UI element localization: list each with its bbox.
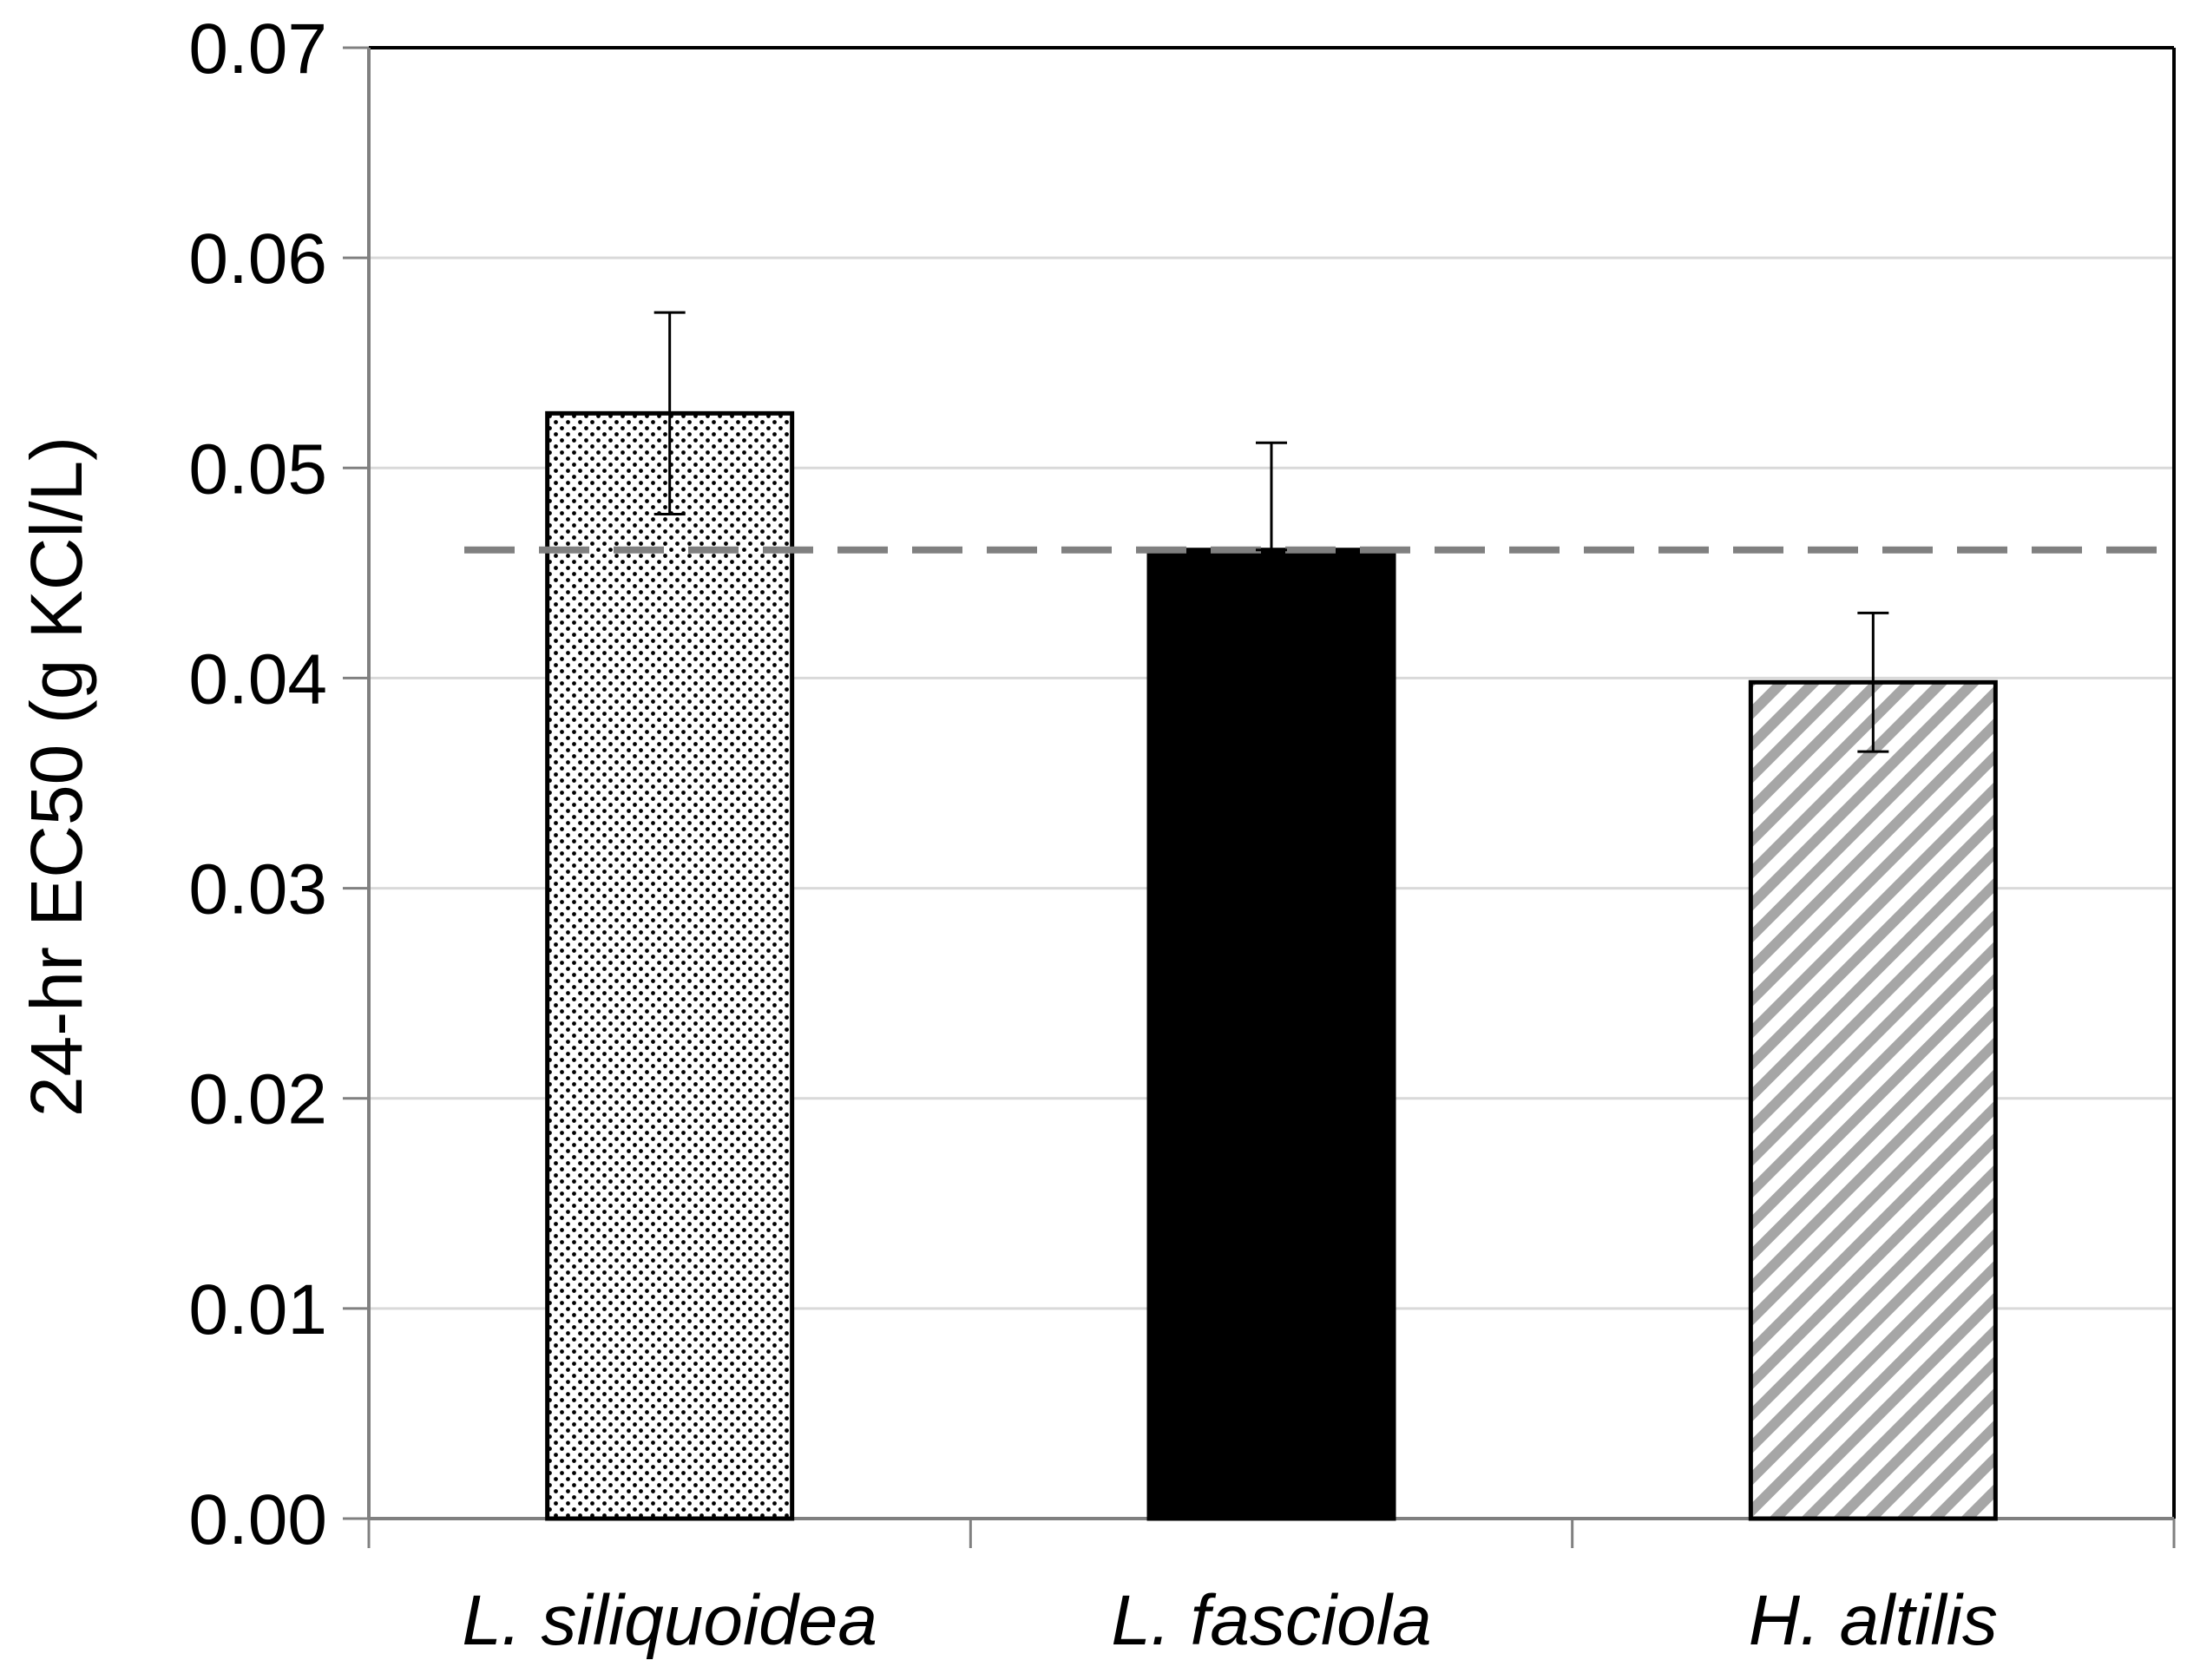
bars	[545, 410, 1998, 1521]
bar-l-siliquoidea	[545, 410, 795, 1521]
y-tick-label: 0.05	[188, 430, 327, 509]
y-axis-title: 24-hr EC50 (g KCl/L)	[16, 436, 97, 1117]
x-category-label: L. siliquoidea	[462, 1581, 877, 1660]
y-tick-label: 0.07	[188, 10, 327, 89]
bar-l-fasciola	[1146, 548, 1396, 1521]
y-tick-label: 0.03	[188, 850, 327, 929]
y-tick-label: 0.06	[188, 220, 327, 299]
y-tick-label: 0.02	[188, 1060, 327, 1139]
x-category-label: L. fasciola	[1111, 1581, 1431, 1660]
x-category-label: H. altilis	[1749, 1581, 1998, 1660]
y-tick-label: 0.01	[188, 1270, 327, 1349]
y-tick-label: 0.04	[188, 640, 327, 719]
error-bars	[653, 311, 1889, 753]
bar-h-altilis	[1748, 679, 1998, 1521]
y-axis-ticks: 0.00 0.01 0.02 0.03 0.04 0.05 0.06 0.07	[188, 10, 369, 1559]
y-tick-label: 0.00	[188, 1480, 327, 1559]
x-axis-ticks: L. siliquoidea L. fasciola H. altilis	[367, 1519, 2176, 1660]
